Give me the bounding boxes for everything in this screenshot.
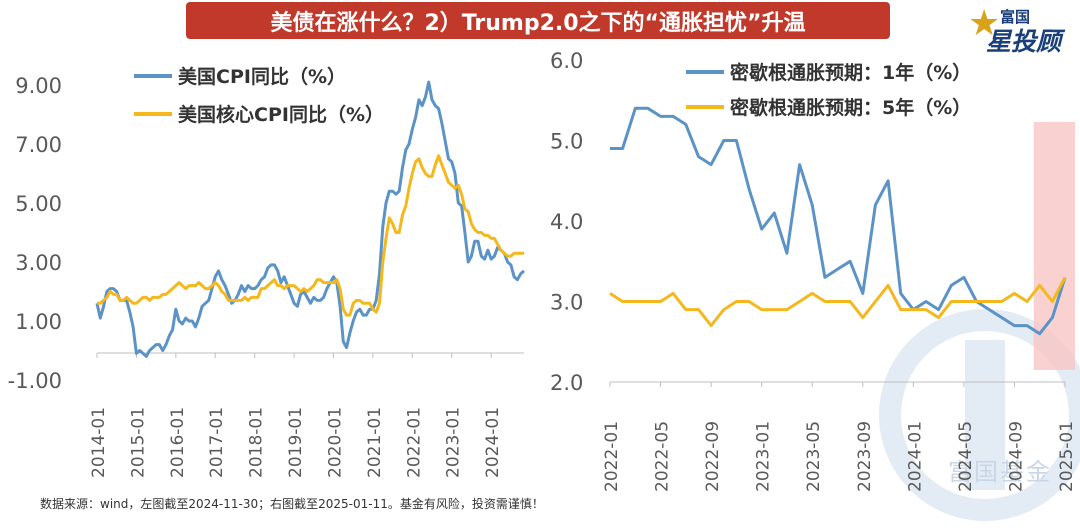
y-tick-label: 2.0 [550, 371, 583, 395]
series-lines [95, 80, 525, 358]
y-axis-left: 9.00 7.00 5.00 3.00 1.00 -1.00 [8, 74, 62, 393]
series-line-cpi [95, 80, 525, 358]
x-tick-label: 2020-01 [325, 407, 345, 478]
x-axis-ticks: 2022-01 2022-05 2022-09 2023-01 2023-05 2023-… [602, 382, 1077, 492]
logo-main-text: 星投顾 [986, 27, 1062, 56]
x-tick-label: 2023-01 [444, 407, 464, 478]
x-tick-label: 2022-01 [602, 421, 622, 492]
legend-swatch-blue [686, 69, 724, 74]
x-tick-label: 2019-01 [286, 407, 306, 478]
x-tick-label: 2023-05 [804, 421, 824, 492]
michigan-expectations-chart: 6.05.04.03.02.0 2022-01 2022-05 2022-09 202… [550, 49, 1077, 492]
y-tick-label: -1.00 [8, 369, 62, 393]
x-tick-label: 2022-05 [653, 421, 673, 492]
y-axis-right: 6.0 5.0 4.0 3.0 2.0 [550, 49, 583, 395]
y-tick-label: 4.0 [550, 210, 583, 234]
watermark-logo-icon [879, 309, 1080, 521]
legend-cpi: 美国CPI同比（%） [134, 62, 346, 89]
x-tick-label: 2015-01 [128, 407, 148, 478]
series-lines [609, 106, 1067, 336]
legend-swatch-orange [134, 111, 172, 116]
y-tick-label: 7.00 [15, 133, 62, 157]
x-tick-label: 2024-01 [483, 407, 503, 478]
x-tick-label: 2018-01 [247, 407, 267, 478]
y-tick-label: 5.0 [550, 130, 583, 154]
x-tick-label: 2022-01 [404, 407, 424, 478]
x-tick-label: 2024-05 [956, 421, 976, 492]
series-line-core-cpi [97, 154, 524, 317]
legend-label: 美国CPI同比（%） [178, 66, 346, 88]
y-tick-label: 5.00 [15, 192, 62, 216]
x-tick-label: 2014-01 [89, 407, 109, 478]
legend-label: 密歇根通胀预期：1年（%） [730, 62, 972, 84]
x-tick-label: 2025-01 [1057, 421, 1077, 492]
star-icon: ★ [968, 3, 1001, 44]
series-line-5y [609, 276, 1067, 328]
legend-label: 美国核心CPI同比（%） [178, 104, 384, 126]
series-line-1y [610, 106, 1067, 336]
brand-logo: ★ 富国 星投顾 [962, 2, 1072, 57]
legend-michigan-1y: 密歇根通胀预期：1年（%） [686, 58, 971, 85]
watermark-text: 富国基金 [948, 458, 1052, 486]
legend-swatch-orange [686, 104, 724, 109]
title-text: 美债在涨什么？2）Trump2.0之下的“通胀担忧”升温 [270, 10, 806, 36]
y-tick-label: 3.0 [550, 291, 583, 315]
legend-label: 密歇根通胀预期：5年（%） [730, 97, 972, 119]
legend-michigan-5y: 密歇根通胀预期：5年（%） [686, 93, 971, 120]
legend-core-cpi: 美国核心CPI同比（%） [134, 100, 384, 127]
cpi-chart: 9.00 7.00 5.00 3.00 1.00 -1.00 2014-01 2015-01… [8, 74, 525, 478]
source-note: 数据来源：wind，左图截至2024-11-30；右图截至2025-01-11。… [40, 497, 544, 511]
chart-title-banner: 美债在涨什么？2）Trump2.0之下的“通胀担忧”升温 [186, 2, 890, 39]
x-tick-label: 2024-01 [905, 421, 925, 492]
highlight-band [1033, 122, 1075, 370]
x-tick-label: 2024-09 [1006, 421, 1026, 492]
x-tick-label: 2023-09 [855, 421, 875, 492]
x-axis-ticks: 2014-01 2015-01 2016-01 2017-01 2018-01 2019-… [89, 353, 503, 478]
x-tick-label: 2022-09 [703, 421, 723, 492]
y-tick-label: 1.00 [15, 310, 62, 334]
x-tick-label: 2021-01 [365, 407, 385, 478]
y-tick-label: 3.00 [15, 251, 62, 275]
x-tick-label: 2016-01 [168, 407, 188, 478]
y-tick-label: 9.00 [15, 74, 62, 98]
x-tick-label: 2023-01 [754, 421, 774, 492]
logo-top-text: 富国 [1000, 8, 1031, 26]
legend-swatch-blue [134, 73, 172, 78]
y-tick-label: 6.0 [550, 49, 583, 73]
x-tick-label: 2017-01 [207, 407, 227, 478]
